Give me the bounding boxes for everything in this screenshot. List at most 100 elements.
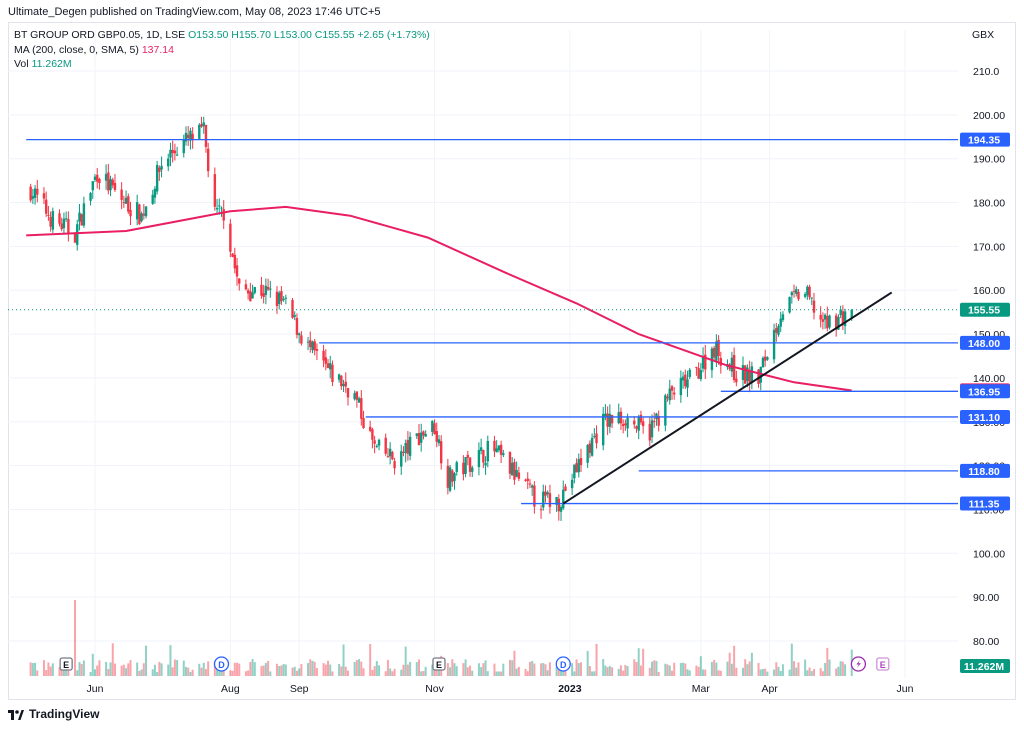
volume-bar — [122, 664, 125, 676]
volume-bar — [586, 650, 589, 676]
volume-bar — [422, 671, 425, 676]
x-tick-label: Jun — [87, 683, 104, 695]
symbol-label[interactable]: BT GROUP ORD GBP0.05, 1D, LSE — [14, 29, 186, 41]
chart-legend: BT GROUP ORD GBP0.05, 1D, LSE O153.50 H1… — [14, 28, 430, 72]
volume-bar — [389, 668, 392, 676]
candle-body — [741, 365, 745, 380]
volume-bar — [346, 670, 349, 676]
candle-body — [142, 213, 146, 216]
candle-body — [730, 357, 734, 372]
candle-body — [282, 298, 285, 300]
candle-body — [264, 285, 268, 295]
volume-bar — [497, 671, 500, 676]
candle-body — [464, 457, 467, 474]
volume-bar — [151, 669, 154, 676]
candle-body — [89, 193, 92, 201]
volume-bar — [588, 666, 591, 676]
candle-body — [684, 374, 687, 387]
candle-body — [477, 450, 481, 468]
candle-body — [300, 335, 303, 344]
candle-body — [342, 383, 345, 387]
candle-body — [766, 357, 769, 360]
volume-bar — [322, 663, 325, 676]
candle-body — [29, 186, 32, 201]
volume-bar — [744, 659, 747, 676]
volume-bar — [156, 671, 159, 676]
candle-body — [513, 462, 516, 480]
candle-body — [344, 381, 347, 387]
volume-bar — [138, 670, 141, 676]
volume-bar — [748, 661, 751, 676]
tradingview-brand: TradingView — [29, 707, 100, 721]
volume-bar — [355, 660, 358, 676]
level-tag — [960, 335, 1010, 350]
candle-body — [144, 206, 148, 217]
candle-body — [486, 440, 489, 462]
volume-bar — [82, 660, 85, 676]
candle-body — [808, 286, 811, 298]
candle-body — [113, 182, 117, 190]
candle-body — [191, 133, 194, 141]
candle-body — [828, 315, 831, 328]
volume-bar — [251, 658, 254, 676]
ma200-line — [26, 205, 852, 392]
volume-bar — [91, 653, 94, 676]
volume-bar — [764, 668, 767, 676]
volume-bar — [571, 663, 574, 676]
volume-bar — [402, 664, 405, 676]
candle-body — [249, 291, 252, 302]
candle-body — [331, 364, 334, 382]
volume-bar — [200, 667, 203, 676]
volume-bar — [500, 671, 503, 676]
candle-body — [617, 412, 620, 424]
volume-bar — [580, 662, 582, 676]
candle-body — [253, 287, 256, 293]
volume-bar — [544, 664, 547, 676]
candle-body — [601, 414, 605, 446]
candle-body — [806, 286, 809, 296]
volume-bar — [469, 665, 472, 676]
volume-bar — [29, 662, 32, 676]
candle-body — [544, 491, 547, 496]
candle-body — [204, 125, 208, 147]
candle-body — [451, 470, 454, 482]
candle-body — [78, 212, 81, 222]
dividend-marker-icon — [555, 656, 571, 672]
volume-bar — [697, 666, 700, 676]
candle-body — [610, 415, 614, 424]
chart-frame[interactable] — [8, 22, 1016, 700]
candle-body — [502, 453, 505, 456]
candle-body — [635, 426, 638, 429]
volume-bar — [167, 664, 170, 676]
volume-bar — [189, 672, 192, 676]
ohlc-values: O153.50 H155.70 L153.00 C155.55 +2.65 (+… — [188, 29, 430, 41]
tradingview-branding[interactable]: TradingView — [8, 707, 99, 721]
candle-body — [530, 485, 534, 488]
candle-body — [96, 174, 99, 182]
volume-bar — [670, 670, 673, 676]
volume-bar — [184, 666, 187, 676]
volume-label[interactable]: Vol — [14, 58, 29, 70]
earnings-marker-letter: E — [63, 660, 69, 670]
volume-bar — [96, 665, 99, 676]
candle-body — [843, 311, 847, 327]
candle-body — [189, 130, 192, 141]
candle-body — [533, 485, 536, 507]
volume-bar — [668, 665, 671, 676]
candle-body — [362, 418, 365, 429]
candle-body — [122, 202, 126, 204]
candle-body — [826, 316, 829, 329]
volume-bar — [89, 672, 92, 676]
earnings-marker-icon — [876, 657, 890, 671]
volume-bar — [329, 664, 332, 676]
volume-bar — [775, 662, 778, 676]
volume-bar — [315, 668, 318, 676]
candle-body — [155, 164, 159, 192]
candle-body — [173, 150, 177, 154]
candle-body — [788, 296, 791, 313]
candle-body — [837, 317, 840, 330]
ma-label[interactable]: MA (200, close, 0, SMA, 5) — [14, 43, 139, 56]
candle-body — [375, 445, 379, 447]
volume-bar — [733, 645, 736, 676]
